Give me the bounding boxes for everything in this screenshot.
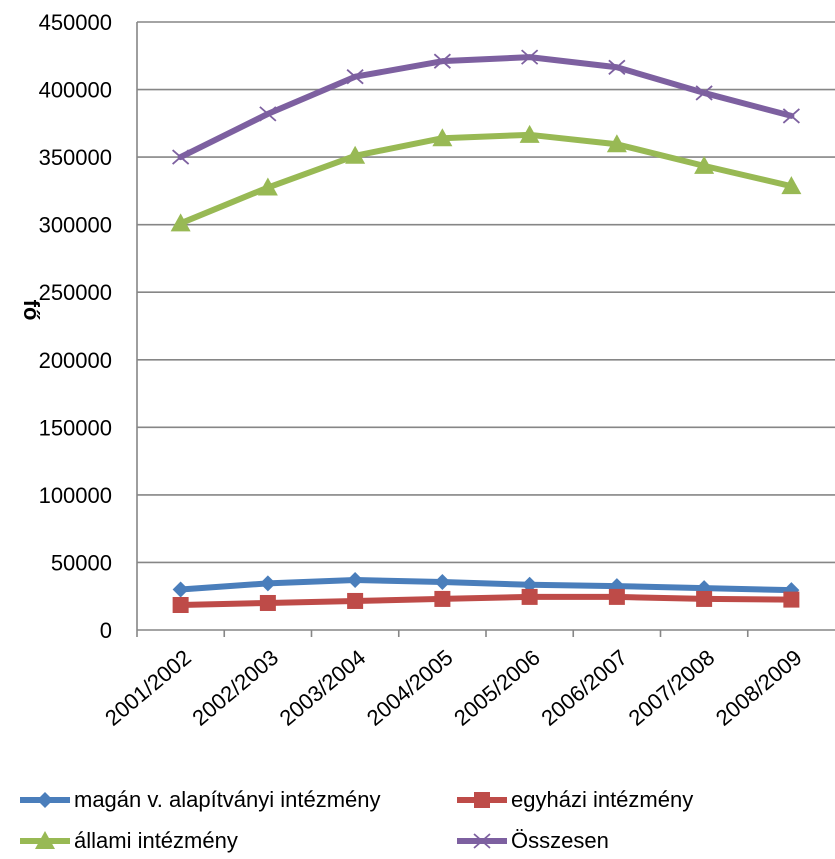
legend-marker — [35, 831, 55, 849]
x-tick-label: 2002/2003 — [187, 645, 283, 731]
x-tick-labels: 2001/20022002/20032003/20042004/20052005… — [100, 645, 806, 731]
data-point-osszesen — [259, 106, 277, 122]
y-tick-label: 400000 — [39, 78, 112, 103]
legend-marker — [474, 792, 490, 808]
data-point-osszesen — [521, 49, 539, 65]
x-tick-label: 2004/2005 — [362, 645, 458, 731]
data-point-egyhazi — [259, 594, 276, 611]
y-axis-label-text: fő — [19, 300, 44, 321]
legend-swatch-egyhazi — [457, 792, 507, 808]
axes — [136, 22, 835, 637]
data-point-osszesen — [346, 69, 364, 85]
data-point-allami — [519, 124, 540, 143]
data-point-egyhazi — [172, 597, 189, 614]
y-tick-labels: 0 50000 100000 150000 200000 250000 300000 3500… — [39, 10, 112, 643]
y-tick-label: 100000 — [39, 483, 112, 508]
data-point-osszesen — [433, 53, 451, 69]
legend-swatch-osszesen — [457, 833, 507, 849]
data-point-allami — [170, 213, 191, 232]
legend-label-osszesen: Összesen — [511, 828, 609, 853]
legend-swatch-magan — [20, 792, 70, 808]
x-tick-label: 2005/2006 — [449, 645, 545, 731]
data-point-magan — [521, 576, 538, 593]
legend-marker — [37, 792, 53, 808]
line-chart: 0 50000 100000 150000 200000 250000 300000 3500… — [19, 10, 835, 731]
x-tick-label: 2001/2002 — [100, 645, 196, 731]
legend-label-allami: állami intézmény — [74, 828, 238, 853]
series-lines — [177, 54, 795, 609]
data-point-egyhazi — [434, 590, 451, 607]
data-point-egyhazi — [347, 592, 364, 609]
x-tick-label: 2003/2004 — [275, 645, 371, 731]
data-point-magan — [347, 572, 364, 589]
data-point-osszesen — [782, 108, 800, 124]
y-tick-label: 0 — [100, 618, 112, 643]
data-point-egyhazi — [608, 588, 625, 605]
series-markers — [170, 49, 802, 614]
legend-swatch-allami — [20, 831, 70, 849]
series-line-allami — [177, 131, 795, 227]
legend-item-osszesen: Összesen — [455, 823, 609, 859]
y-tick-label: 50000 — [51, 550, 112, 575]
data-point-magan — [172, 581, 189, 598]
data-point-osszesen — [695, 85, 713, 101]
y-tick-label: 150000 — [39, 415, 112, 440]
y-tick-label: 250000 — [39, 280, 112, 305]
data-point-egyhazi — [696, 590, 713, 607]
y-tick-label: 300000 — [39, 213, 112, 238]
x-tick-label: 2008/2009 — [711, 645, 807, 731]
data-point-osszesen — [608, 59, 626, 75]
legend-marker — [473, 833, 491, 849]
x-tick-label: 2006/2007 — [536, 645, 632, 731]
data-point-magan — [434, 574, 451, 591]
data-point-allami — [257, 177, 278, 196]
series-line-magan — [177, 577, 795, 594]
y-axis-label: fő — [19, 300, 44, 321]
data-point-allami — [432, 128, 453, 147]
data-point-allami — [694, 155, 715, 174]
data-point-magan — [259, 575, 276, 592]
legend-item-allami: állami intézmény — [18, 823, 238, 859]
data-point-allami — [345, 145, 366, 164]
legend-item-magan: magán v. alapítványi intézmény — [18, 782, 381, 818]
data-point-egyhazi — [521, 588, 538, 605]
series-line-egyhazi — [177, 593, 795, 609]
x-tick-label: 2007/2008 — [624, 645, 720, 731]
legend: magán v. alapítványi intézmény egyházi i… — [0, 770, 835, 856]
legend-label-egyhazi: egyházi intézmény — [511, 787, 694, 812]
data-point-allami — [781, 176, 802, 195]
y-tick-label: 350000 — [39, 145, 112, 170]
y-tick-label: 200000 — [39, 348, 112, 373]
data-point-allami — [606, 134, 627, 153]
gridlines — [137, 21, 835, 564]
data-point-egyhazi — [783, 591, 800, 608]
y-tick-label: 450000 — [39, 10, 112, 35]
legend-label-magan: magán v. alapítványi intézmény — [74, 787, 381, 812]
legend-item-egyhazi: egyházi intézmény — [455, 782, 693, 818]
series-line-osszesen — [177, 54, 795, 161]
data-point-osszesen — [172, 149, 190, 165]
